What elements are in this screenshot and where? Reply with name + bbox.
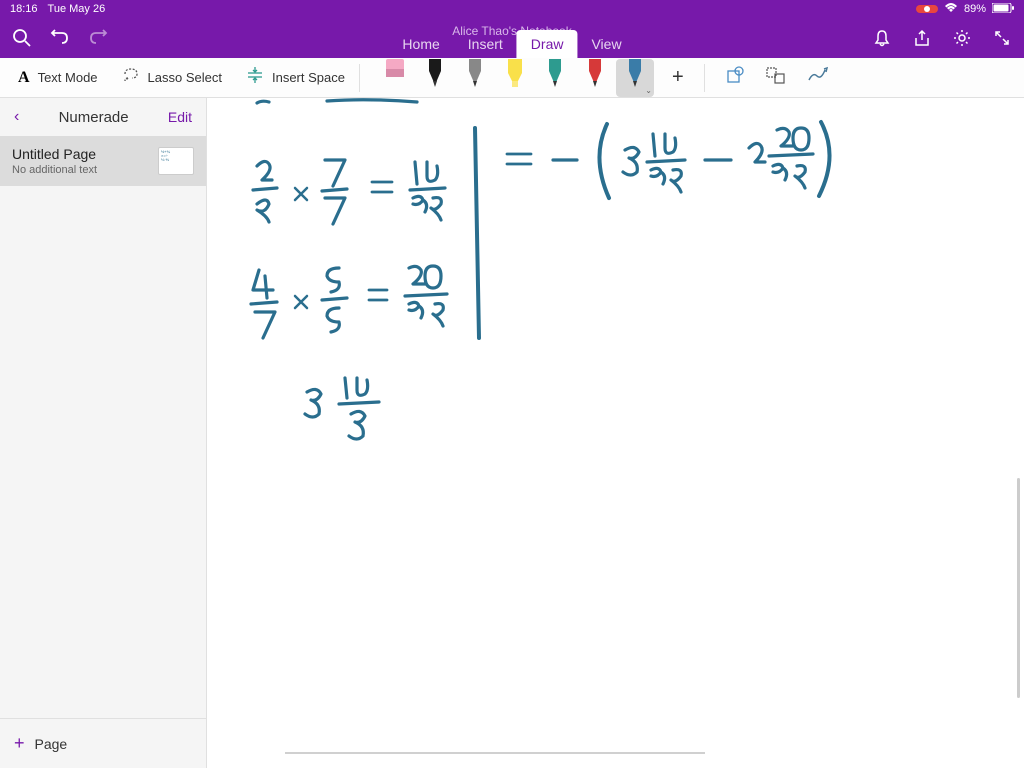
- canvas-bottom-rule: [285, 752, 705, 754]
- page-list-item[interactable]: Untitled Page No additional text ½+¾×=÷⅛…: [0, 136, 206, 186]
- gear-icon[interactable]: [952, 28, 972, 48]
- page-item-title: Untitled Page: [12, 146, 97, 162]
- tab-view[interactable]: View: [577, 30, 635, 58]
- plus-icon: +: [14, 733, 25, 754]
- page-thumbnail: ½+¾×=÷⅛·⅜: [158, 147, 194, 175]
- status-bar: 18:16 Tue May 26 89%: [0, 0, 1024, 18]
- ribbon-tabs: Home Insert Draw View: [388, 30, 635, 58]
- page-item-subtitle: No additional text: [12, 164, 97, 176]
- battery-pct: 89%: [964, 3, 986, 15]
- tab-home[interactable]: Home: [388, 30, 453, 58]
- shape-tool-icon[interactable]: [725, 65, 745, 90]
- lasso-icon: [122, 66, 140, 89]
- search-icon[interactable]: [12, 28, 32, 48]
- recording-indicator: [916, 5, 938, 13]
- add-page-label: Page: [35, 736, 68, 752]
- undo-icon[interactable]: [50, 28, 70, 48]
- text-mode-tool[interactable]: A Text Mode: [8, 69, 108, 87]
- battery-icon: [992, 3, 1014, 16]
- section-title: Numerade: [19, 109, 168, 126]
- scroll-indicator: [1017, 478, 1020, 698]
- pen-tool-3[interactable]: [496, 59, 534, 97]
- ink-to-shape-icon[interactable]: [765, 65, 787, 90]
- tab-draw[interactable]: Draw: [517, 30, 578, 58]
- drawing-canvas[interactable]: [207, 98, 1024, 768]
- add-pen-icon[interactable]: +: [672, 66, 684, 89]
- pen-tool-4[interactable]: [536, 59, 574, 97]
- sidebar-edit-button[interactable]: Edit: [168, 109, 192, 125]
- fullscreen-icon[interactable]: [992, 28, 1012, 48]
- pen-gallery: ⌄: [376, 59, 654, 97]
- pen-tool-5[interactable]: [576, 59, 614, 97]
- insert-space-icon: [246, 66, 264, 89]
- tab-insert[interactable]: Insert: [454, 30, 517, 58]
- wifi-icon: [944, 3, 958, 16]
- draw-toolbar: A Text Mode Lasso Select Insert Space ⌄ …: [0, 58, 1024, 98]
- redo-icon[interactable]: [88, 28, 108, 48]
- lasso-tool[interactable]: Lasso Select: [112, 66, 232, 89]
- pen-tool-1[interactable]: [416, 59, 454, 97]
- status-time: 18:16: [10, 3, 38, 15]
- page-sidebar: ‹ Numerade Edit Untitled Page No additio…: [0, 98, 207, 768]
- toolbar-divider: [704, 64, 705, 92]
- bell-icon[interactable]: [872, 28, 892, 48]
- app-header: Alice Thao's Notebook Home Insert Draw V…: [0, 18, 1024, 58]
- toolbar-divider: [359, 64, 360, 92]
- insert-space-tool[interactable]: Insert Space: [236, 66, 355, 89]
- text-icon: A: [18, 69, 30, 87]
- add-page-button[interactable]: + Page: [0, 718, 206, 768]
- pen-tool-0[interactable]: [376, 59, 414, 97]
- pen-tool-6[interactable]: ⌄: [616, 59, 654, 97]
- status-date: Tue May 26: [48, 3, 106, 15]
- share-icon[interactable]: [912, 28, 932, 48]
- ink-to-math-icon[interactable]: [807, 66, 829, 89]
- pen-tool-2[interactable]: [456, 59, 494, 97]
